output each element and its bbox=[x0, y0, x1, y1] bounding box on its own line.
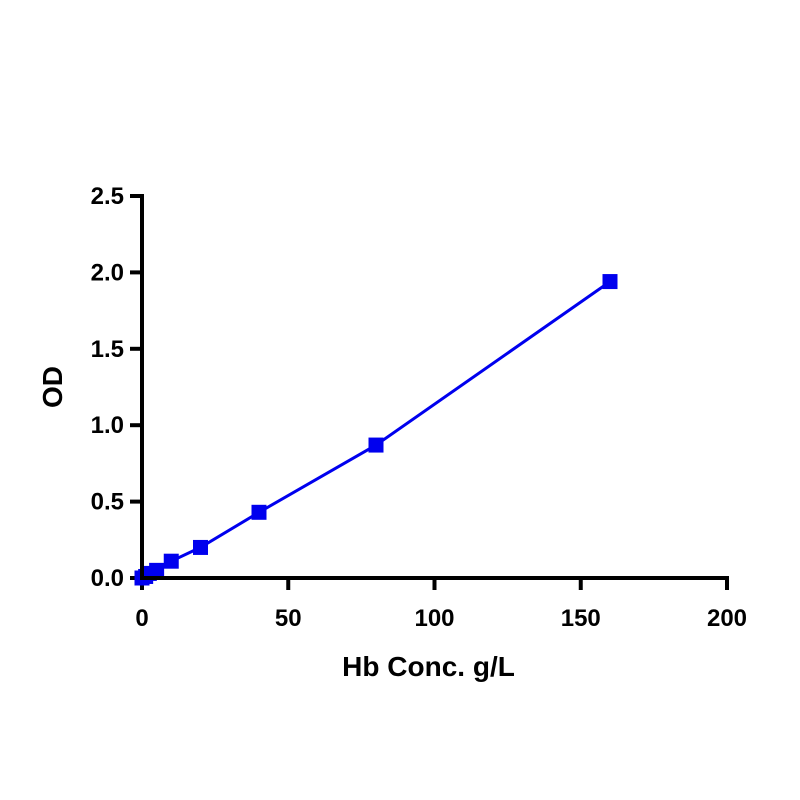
data-point bbox=[368, 437, 384, 453]
y-tick-label: 2.5 bbox=[91, 183, 124, 210]
y-axis-ticks: 0.0 0.5 1.0 1.5 2.0 2.5 bbox=[91, 183, 142, 592]
x-tick-label: 200 bbox=[707, 605, 747, 632]
x-axis-title: Hb Conc. g/L bbox=[342, 651, 515, 682]
y-axis-title: OD bbox=[37, 366, 68, 408]
y-tick-label: 1.5 bbox=[91, 336, 124, 363]
series-markers bbox=[134, 274, 618, 586]
y-tick-label: 0.5 bbox=[91, 489, 124, 516]
x-tick-label: 150 bbox=[561, 605, 601, 632]
data-point bbox=[602, 274, 618, 290]
data-point bbox=[149, 562, 165, 578]
x-tick-label: 50 bbox=[275, 605, 302, 632]
y-tick-label: 2.0 bbox=[91, 259, 124, 286]
series-line bbox=[141, 280, 611, 580]
y-tick-label: 0.0 bbox=[91, 565, 124, 592]
y-tick-label: 1.0 bbox=[91, 412, 124, 439]
x-axis-ticks: 0 50 100 150 200 bbox=[135, 578, 747, 632]
data-point bbox=[251, 504, 267, 520]
x-tick-label: 0 bbox=[135, 605, 148, 632]
data-point bbox=[163, 553, 179, 569]
data-point bbox=[193, 539, 208, 555]
x-tick-label: 100 bbox=[414, 605, 454, 632]
